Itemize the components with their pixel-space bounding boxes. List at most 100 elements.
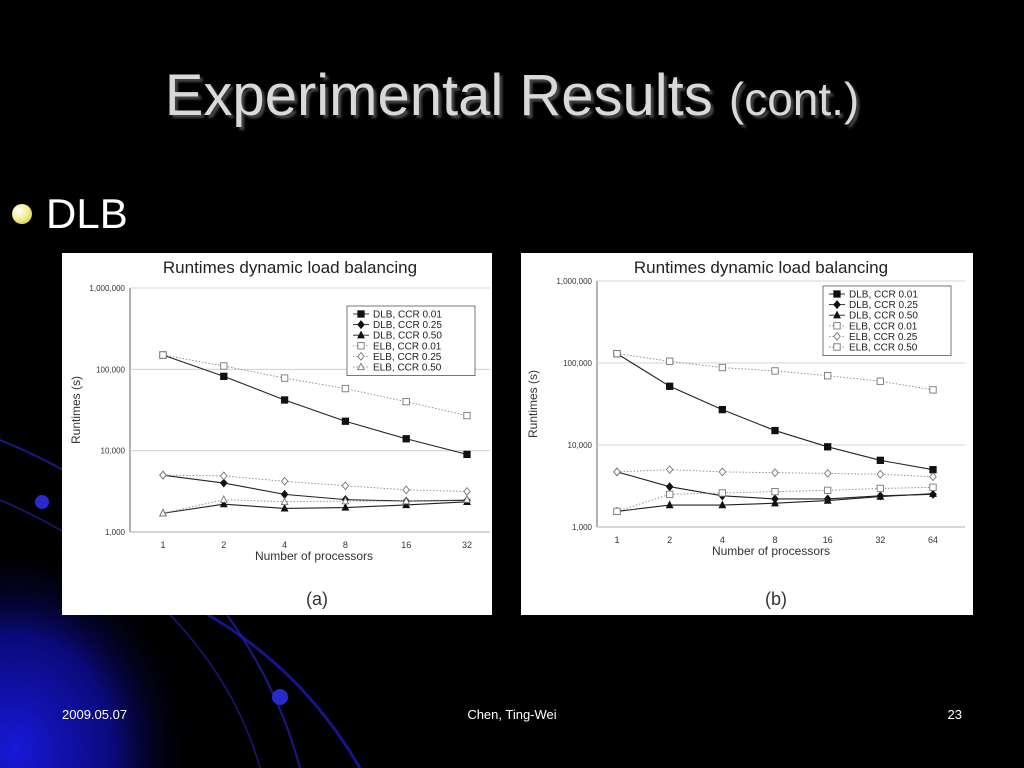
- y-axis-label: Runtimes (s): [69, 376, 83, 444]
- data-point: [876, 469, 885, 479]
- data-point: [220, 372, 228, 380]
- y-axis-label: Runtimes (s): [526, 370, 540, 438]
- bullet-dot-icon: [12, 204, 32, 224]
- series-line: [162, 499, 468, 514]
- data-point: [280, 497, 289, 505]
- legend-entry: DLB, CCR 0.01: [849, 290, 918, 301]
- data-point: [220, 471, 228, 481]
- x-tick-label: 32: [875, 535, 885, 545]
- data-point: [463, 486, 471, 496]
- data-point: [929, 472, 937, 482]
- legend-marker: [357, 320, 365, 330]
- chart-title: Runtimes dynamic load balancing: [634, 258, 888, 277]
- x-tick-label: 2: [667, 535, 672, 545]
- data-point: [666, 382, 674, 390]
- chart-caption: (b): [765, 589, 787, 609]
- chart-b: Runtimes dynamic load balancing 1,000 10,0…: [526, 258, 965, 609]
- x-tick-label: 4: [282, 540, 287, 550]
- data-point: [771, 426, 779, 435]
- data-point: [771, 498, 779, 507]
- legend-marker: [833, 300, 841, 310]
- legend-entry: ELB, CCR 0.50: [373, 363, 442, 374]
- y-tick-label: 100,000: [563, 359, 592, 368]
- series-5: [613, 465, 937, 482]
- legend-marker: [833, 310, 841, 319]
- legend-marker: [357, 351, 365, 361]
- data-point: [402, 435, 410, 443]
- data-point: [280, 396, 289, 404]
- data-point: [463, 494, 471, 503]
- data-point: [159, 470, 167, 480]
- x-tick-label: 64: [928, 535, 938, 545]
- x-tick-label: 1: [614, 535, 619, 545]
- y-tick-label: 1,000,000: [89, 284, 125, 293]
- series-line: [162, 354, 468, 417]
- data-point: [341, 417, 350, 425]
- chart-a: Runtimes dynamic load balancing 1,000 10,0…: [69, 258, 490, 609]
- bullet-text: DLB: [46, 190, 128, 237]
- data-point: [341, 481, 350, 491]
- x-tick-label: 16: [823, 535, 833, 545]
- slide-title: Experimental Results (cont.): [0, 62, 1024, 129]
- data-point: [771, 487, 779, 496]
- series-line: [162, 474, 468, 502]
- y-tick-label: 10,000: [568, 441, 593, 450]
- y-tick-label: 100,000: [96, 365, 125, 374]
- data-point: [159, 508, 167, 517]
- data-point: [159, 351, 167, 359]
- data-point: [402, 398, 410, 406]
- data-point: [665, 465, 674, 475]
- legend-marker: [833, 322, 841, 330]
- legend-entry: ELB, CCR 0.01: [849, 321, 918, 332]
- y-tick-label: 10,000: [101, 447, 126, 456]
- legend-marker: [357, 362, 365, 371]
- data-point: [718, 500, 727, 509]
- data-point: [341, 384, 350, 393]
- data-point: [929, 386, 937, 394]
- footer-page-number: 23: [947, 707, 962, 722]
- footer-date: 2009.05.07: [62, 707, 128, 722]
- legend-entry: ELB, CCR 0.25: [373, 352, 442, 363]
- series-line: [162, 354, 468, 455]
- x-tick-label: 8: [343, 540, 348, 550]
- legend-marker: [833, 290, 841, 298]
- legend-box: [822, 285, 952, 356]
- legend-marker: [833, 343, 841, 351]
- data-point: [718, 467, 727, 477]
- y-tick-label: 1,000: [105, 528, 126, 537]
- data-point: [718, 363, 726, 372]
- data-point: [463, 450, 471, 459]
- legend-box: [346, 305, 476, 376]
- series-line: [162, 501, 468, 514]
- legend-marker: [357, 342, 365, 350]
- x-tick-label: 16: [401, 540, 411, 550]
- legend-entry: DLB, CCR 0.25: [373, 320, 442, 331]
- x-tick-label: 32: [462, 540, 472, 550]
- data-point: [665, 482, 674, 492]
- data-point: [666, 490, 674, 499]
- x-axis-label: Number of processors: [255, 549, 373, 563]
- data-point: [613, 467, 621, 477]
- legend-entry: DLB, CCR 0.50: [849, 311, 918, 322]
- series-6: [613, 483, 937, 516]
- data-point: [220, 362, 228, 370]
- chart-title: Runtimes dynamic load balancing: [163, 258, 417, 277]
- y-tick-label: 1,000,000: [556, 277, 592, 286]
- legend-marker: [833, 331, 841, 341]
- data-point: [220, 478, 228, 488]
- y-tick-label: 1,000: [572, 523, 593, 532]
- x-tick-label: 8: [772, 535, 777, 545]
- data-point: [929, 483, 937, 491]
- data-point: [613, 507, 621, 516]
- legend-entry: DLB, CCR 0.25: [849, 300, 918, 311]
- data-point: [402, 500, 411, 509]
- title-main: Experimental Results: [164, 63, 713, 128]
- data-point: [876, 484, 884, 493]
- data-point: [771, 468, 779, 478]
- data-point: [280, 489, 289, 499]
- data-point: [824, 443, 832, 451]
- data-point: [876, 456, 884, 464]
- footer-author: Chen, Ting-Wei: [467, 707, 557, 722]
